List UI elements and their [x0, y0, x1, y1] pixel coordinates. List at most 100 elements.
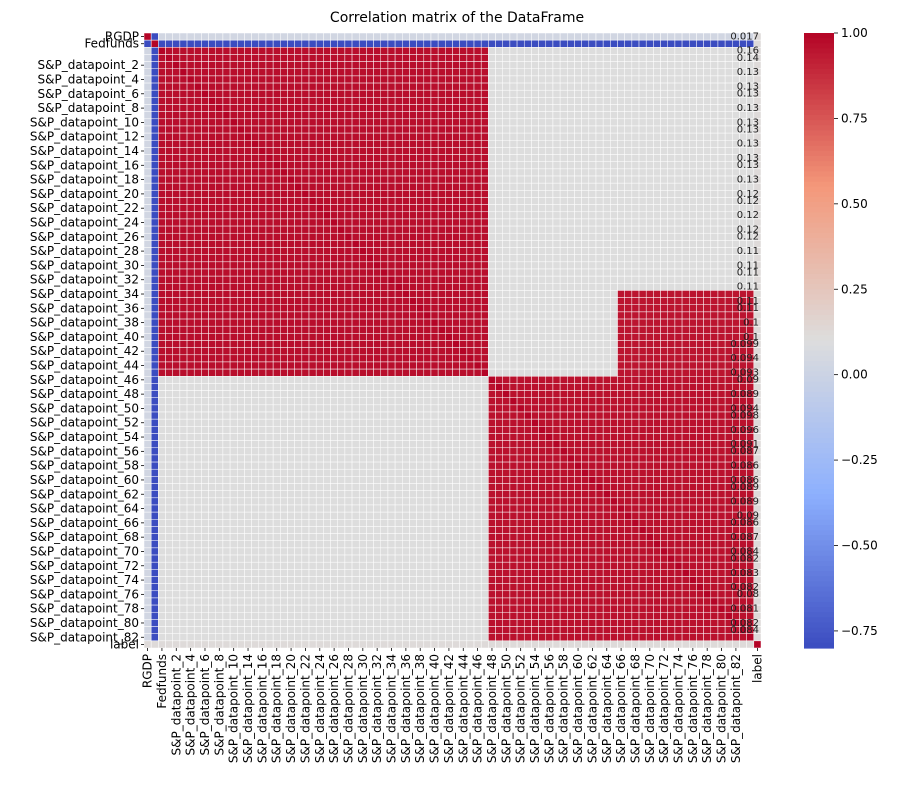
heatmap-cell: [567, 82, 575, 91]
heatmap-cell: [229, 311, 238, 320]
heatmap-cell: [509, 225, 518, 234]
heatmap-cell: [423, 440, 432, 449]
heatmap-cell: [595, 232, 604, 241]
heatmap-cell: [502, 426, 511, 434]
heatmap-cell: [215, 368, 224, 377]
heatmap-cell: [423, 340, 432, 348]
heatmap-cell: [516, 232, 525, 241]
heatmap-cell: [653, 311, 661, 320]
heatmap-cell: [638, 440, 647, 449]
heatmap-cell: [237, 340, 245, 348]
heatmap-cell: [265, 433, 274, 441]
heatmap-cell: [631, 54, 640, 62]
heatmap-cell: [437, 47, 446, 55]
heatmap-cell: [523, 304, 532, 313]
heatmap-cell: [602, 161, 611, 170]
heatmap-cell: [516, 333, 525, 341]
heatmap-cell: [459, 154, 468, 162]
heatmap-cell: [172, 304, 181, 313]
heatmap-cell: [402, 333, 410, 341]
heatmap-cell: [366, 190, 374, 198]
heatmap-cell: [158, 390, 166, 398]
heatmap-cell: [315, 161, 324, 170]
heatmap-cell: [437, 283, 446, 291]
heatmap-cell: [416, 325, 425, 334]
heatmap-cell: [337, 283, 346, 291]
heatmap-cell: [301, 333, 310, 341]
heatmap-cell: [674, 440, 683, 449]
heatmap-cell: [158, 161, 166, 170]
heatmap-cell: [617, 397, 625, 406]
heatmap-cell: [237, 383, 245, 391]
heatmap-cell: [280, 268, 288, 277]
heatmap-cell: [380, 411, 389, 420]
heatmap-cell: [559, 118, 568, 127]
heatmap-cell: [172, 125, 181, 134]
heatmap-cell: [696, 82, 704, 91]
heatmap-cell: [287, 125, 295, 134]
heatmap-cell: [373, 225, 381, 234]
heatmap-cell: [681, 132, 690, 141]
heatmap-cell: [559, 247, 568, 255]
heatmap-cell: [703, 376, 712, 384]
heatmap-cell: [215, 39, 224, 48]
heatmap-cell: [423, 204, 432, 213]
heatmap-cell: [617, 89, 625, 98]
heatmap-cell: [222, 325, 231, 334]
heatmap-cell: [509, 290, 518, 298]
heatmap-cell: [237, 347, 245, 356]
heatmap-cell: [143, 118, 152, 127]
heatmap-cell: [531, 182, 539, 191]
heatmap-cell: [567, 418, 575, 427]
heatmap-cell: [416, 426, 425, 434]
heatmap-cell: [251, 161, 260, 170]
heatmap-cell: [588, 154, 597, 162]
heatmap-cell: [351, 211, 360, 220]
heatmap-cell: [574, 254, 582, 263]
heatmap-cell: [480, 118, 489, 127]
heatmap-cell: [696, 47, 704, 55]
heatmap-cell: [301, 297, 310, 305]
heatmap-cell: [251, 290, 260, 298]
heatmap-cell: [179, 111, 188, 120]
heatmap-cell: [617, 376, 625, 384]
heatmap-cell: [602, 182, 611, 191]
heatmap-cell: [681, 261, 690, 270]
heatmap-cell: [423, 333, 432, 341]
heatmap-cell: [602, 240, 611, 248]
heatmap-cell: [330, 218, 338, 227]
heatmap-cell: [215, 32, 224, 41]
heatmap-cell: [409, 354, 417, 363]
heatmap-cell: [502, 283, 511, 291]
heatmap-cell: [394, 197, 403, 205]
heatmap-cell: [244, 354, 252, 363]
heatmap-cell: [502, 82, 511, 91]
heatmap-cell: [179, 397, 188, 406]
heatmap-cell: [387, 390, 396, 398]
heatmap-cell: [667, 418, 676, 427]
heatmap-cell: [689, 132, 697, 141]
heatmap-cell: [409, 32, 417, 41]
heatmap-cell: [588, 140, 597, 148]
heatmap-cell: [186, 168, 195, 177]
heatmap-cell: [222, 240, 231, 248]
heatmap-cell: [308, 247, 317, 255]
heatmap-cell: [430, 354, 439, 363]
heatmap-cell: [373, 111, 381, 120]
heatmap-cell: [215, 54, 224, 62]
heatmap-cell: [272, 61, 281, 69]
heatmap-cell: [531, 376, 539, 384]
heatmap-cell: [509, 376, 518, 384]
heatmap-cell: [538, 68, 547, 77]
heatmap-cell: [172, 390, 181, 398]
heatmap-cell: [502, 418, 511, 427]
heatmap-cell: [610, 411, 618, 420]
heatmap-cell: [459, 204, 468, 213]
heatmap-cell: [222, 261, 231, 270]
heatmap-cell: [624, 218, 633, 227]
heatmap-cell: [667, 240, 676, 248]
heatmap-cell: [638, 383, 647, 391]
heatmap-cell: [595, 190, 604, 198]
heatmap-cell: [559, 290, 568, 298]
heatmap-cell: [473, 433, 482, 441]
